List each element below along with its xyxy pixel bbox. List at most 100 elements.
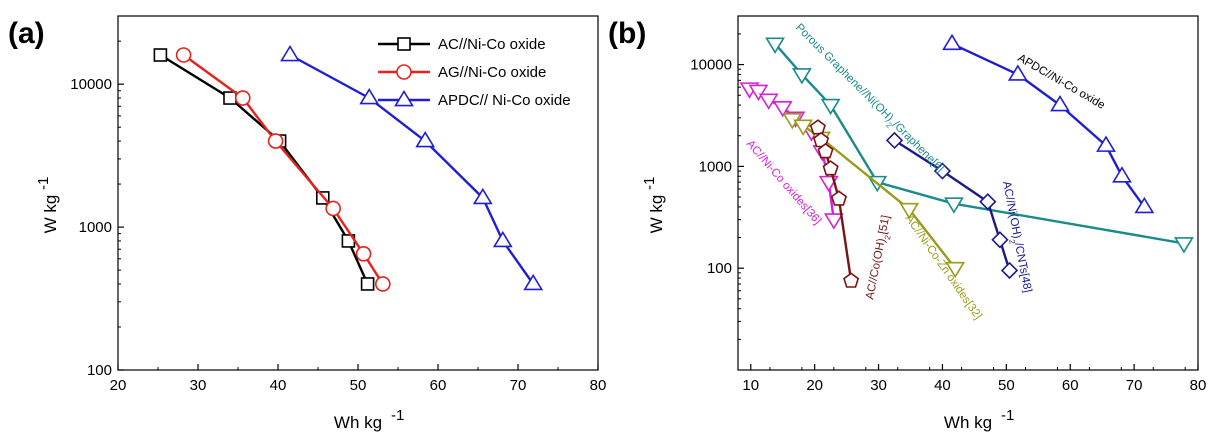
y-tick-label: 100 [707, 260, 732, 277]
y-axis-label-group: W kg -1 [641, 177, 666, 234]
x-tick-label: 60 [1062, 377, 1079, 394]
y-axis-label: W kg [41, 195, 60, 234]
x-tick-label: 40 [270, 377, 287, 394]
y-tick-label: 10000 [690, 57, 732, 74]
data-point [748, 84, 769, 102]
series-2 [280, 44, 544, 291]
data-point [153, 48, 168, 62]
data-point [523, 273, 544, 291]
data-point [492, 230, 513, 248]
annotation-part: AC//Ni(OH) [1000, 180, 1023, 240]
data-point [374, 276, 391, 292]
x-tick-label: 10 [742, 377, 759, 394]
data-point [1050, 95, 1070, 112]
series-0 [153, 48, 375, 291]
x-tick-label: 50 [350, 377, 367, 394]
series-2 [885, 131, 1019, 280]
x-tick-label: 60 [430, 377, 447, 394]
data-point [791, 68, 812, 85]
data-point [843, 272, 860, 288]
data-point [415, 131, 436, 148]
x-tick-label: 20 [806, 377, 823, 394]
plot-frame [737, 15, 1199, 371]
x-tick-label: 80 [590, 377, 607, 394]
data-point [823, 213, 844, 230]
data-point [1007, 64, 1028, 81]
annotation-subscript: 2 [882, 234, 892, 241]
data-point [1134, 196, 1155, 214]
y-tick-label: 1000 [699, 158, 732, 175]
data-point [280, 44, 300, 62]
data-point [809, 119, 826, 135]
series-1 [175, 47, 391, 292]
series-annotation-text: AC//Co(OH)2[51] [864, 214, 896, 301]
series-annotation-text: Porous Graphene//Ni(OH)2/Graphene[6] [790, 22, 946, 178]
data-point [1096, 135, 1116, 152]
x-tick-label: 50 [998, 377, 1015, 394]
data-point [765, 37, 785, 54]
x-axis-label: Wh kg [334, 413, 382, 432]
data-point [772, 101, 793, 118]
annotation-part: /Graphene[6] [890, 119, 946, 175]
legend-marker [394, 89, 414, 107]
x-axis-label-sup: -1 [1001, 407, 1014, 424]
data-point [822, 160, 839, 176]
annotation-subscript: 2 [1008, 239, 1018, 246]
annotation-part: [51] [877, 214, 892, 235]
panel-label: (a) [8, 17, 45, 50]
data-point [1000, 261, 1019, 280]
data-point [885, 131, 904, 150]
legend-marker [396, 64, 412, 80]
data-point [355, 246, 372, 262]
x-tick-label: 70 [1126, 377, 1143, 394]
series-annotation: AC//Ni-Co oxides[36] [744, 138, 824, 227]
y-tick-label: 1000 [79, 219, 112, 236]
data-point [991, 231, 1009, 249]
data-point [472, 187, 493, 205]
data-point [1112, 166, 1132, 183]
x-tick-label: 30 [190, 377, 207, 394]
series-annotation-text: AC//Ni-Co-Zn oxides[32] [903, 213, 984, 322]
x-tick-label: 30 [870, 377, 887, 394]
legend-label: AG//Ni-Co oxide [438, 64, 546, 81]
annotation-part: AC//Co(OH) [864, 237, 888, 300]
series-line [289, 53, 535, 285]
x-tick-label: 80 [1190, 377, 1207, 394]
y-tick-label: 10000 [70, 76, 112, 93]
x-tick-label: 20 [110, 377, 127, 394]
data-point [267, 133, 284, 149]
data-point [359, 87, 380, 105]
data-point [360, 277, 375, 291]
data-point [758, 93, 779, 110]
series-1 [765, 37, 1194, 254]
annotation-subscript: 2 [884, 120, 894, 130]
data-point [817, 143, 834, 159]
x-axis-label: Wh kg [944, 413, 992, 432]
legend-label: APDC// Ni-Co oxide [438, 92, 571, 109]
y-axis-label-sup: -1 [641, 177, 658, 190]
legend-marker [397, 37, 411, 51]
data-point [325, 200, 342, 217]
panel-label: (b) [608, 17, 646, 50]
series-annotation: Porous Graphene//Ni(OH)2/Graphene[6] [790, 22, 946, 178]
data-point [223, 91, 237, 105]
data-point [942, 33, 962, 51]
x-tick-label: 70 [510, 377, 527, 394]
data-point [979, 193, 997, 211]
data-point [899, 202, 920, 220]
y-axis-label: W kg [647, 195, 666, 234]
series-annotation-text: AC//Ni-Co oxides[36] [744, 138, 824, 227]
data-point [944, 197, 964, 214]
data-point [830, 190, 848, 206]
x-axis-label-sup: -1 [391, 407, 404, 424]
data-point [820, 98, 841, 116]
y-tick-label: 100 [87, 362, 112, 379]
x-tick-label: 40 [934, 377, 951, 394]
data-point [1174, 237, 1194, 254]
chart-panel-a: (a) 20 30 40 50 60 70 80 100 1000 10000 Wh kg -1 W kg… [8, 15, 607, 432]
series-5 [809, 119, 860, 288]
y-axis-label-sup: -1 [35, 177, 52, 190]
legend-label: AC//Ni-Co oxide [438, 36, 546, 53]
data-point [933, 162, 952, 180]
